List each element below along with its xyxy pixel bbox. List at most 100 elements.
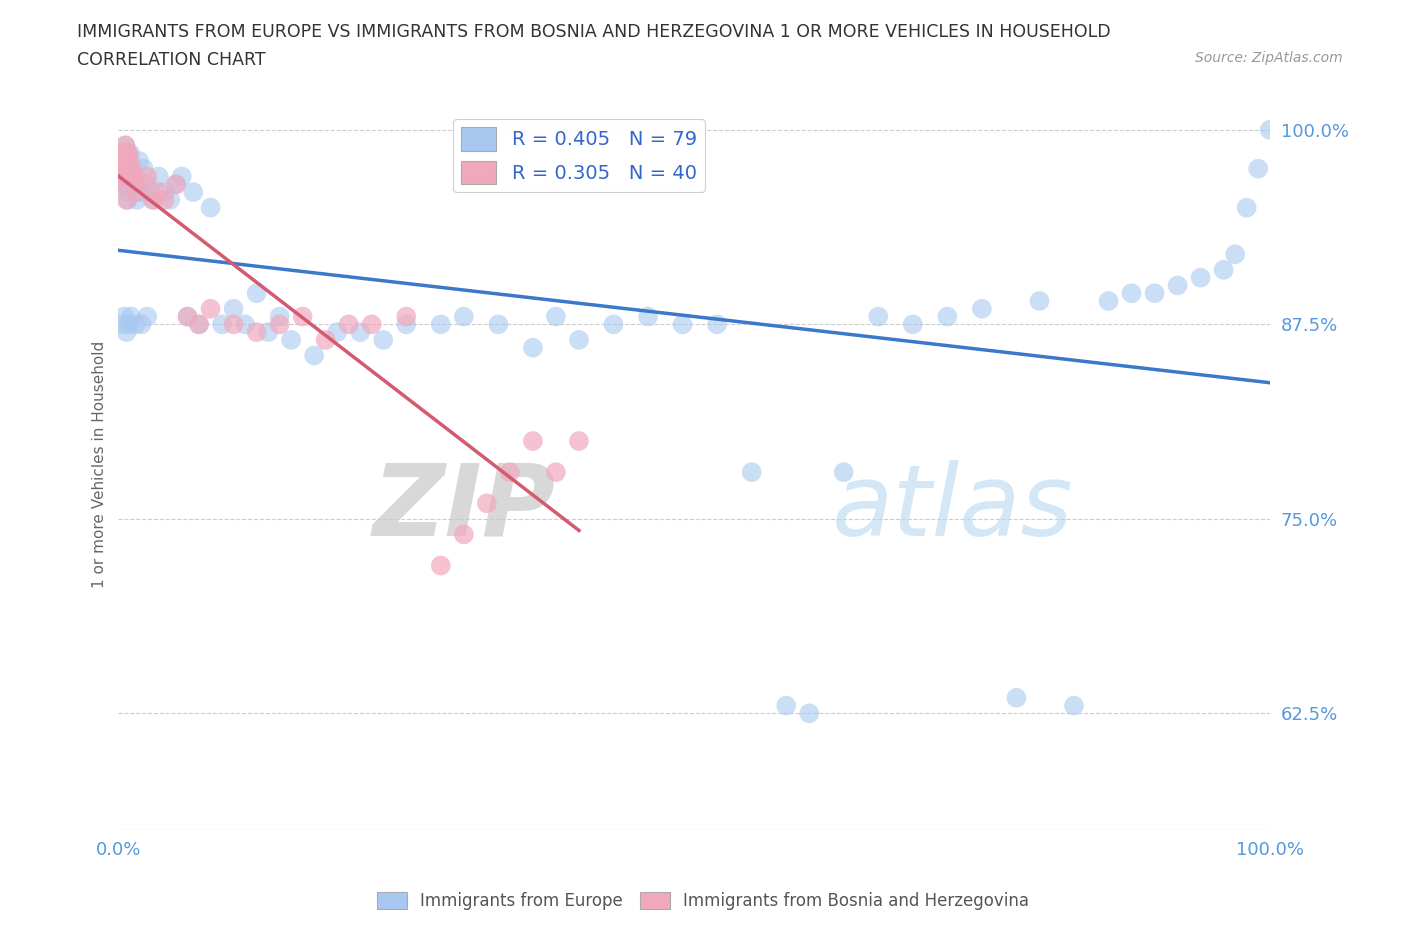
Point: [1189, 271, 1212, 286]
Point: [1143, 286, 1166, 300]
Point: [257, 325, 280, 339]
Point: [118, 169, 141, 184]
Point: [120, 309, 142, 324]
Point: [1005, 690, 1028, 705]
Point: [233, 317, 256, 332]
Point: [136, 309, 159, 324]
Point: [475, 496, 498, 511]
Point: [132, 161, 155, 176]
Point: [799, 706, 821, 721]
Point: [395, 309, 418, 324]
Point: [868, 309, 890, 324]
Point: [111, 161, 134, 176]
Text: CORRELATION CHART: CORRELATION CHART: [77, 51, 266, 69]
Point: [544, 465, 567, 480]
Point: [125, 193, 148, 207]
Point: [302, 348, 325, 363]
Point: [142, 193, 165, 207]
Point: [1258, 123, 1281, 138]
Point: [602, 317, 624, 332]
Point: [326, 325, 349, 339]
Point: [112, 309, 135, 324]
Point: [337, 317, 360, 332]
Point: [741, 465, 763, 480]
Point: [176, 309, 198, 324]
Point: [131, 317, 153, 332]
Point: [153, 193, 176, 207]
Point: [453, 527, 475, 542]
Point: [111, 169, 134, 184]
Point: [269, 309, 291, 324]
Text: IMMIGRANTS FROM EUROPE VS IMMIGRANTS FROM BOSNIA AND HERZEGOVINA 1 OR MORE VEHIC: IMMIGRANTS FROM EUROPE VS IMMIGRANTS FRO…: [77, 23, 1111, 41]
Point: [111, 161, 134, 176]
Point: [125, 317, 148, 332]
Point: [200, 301, 222, 316]
Point: [111, 317, 134, 332]
Point: [568, 332, 591, 347]
Point: [153, 185, 176, 200]
Point: [131, 185, 153, 200]
Point: [775, 698, 797, 713]
Text: atlas: atlas: [832, 459, 1074, 557]
Point: [118, 317, 141, 332]
Point: [1223, 246, 1246, 261]
Point: [136, 177, 159, 192]
Point: [280, 332, 302, 347]
Point: [118, 146, 141, 161]
Point: [1236, 200, 1258, 215]
Point: [373, 332, 395, 347]
Point: [222, 301, 245, 316]
Y-axis label: 1 or more Vehicles in Household: 1 or more Vehicles in Household: [93, 340, 107, 588]
Point: [1097, 294, 1119, 309]
Point: [112, 177, 135, 192]
Point: [121, 169, 143, 184]
Point: [832, 465, 855, 480]
Point: [200, 200, 222, 215]
Point: [901, 317, 924, 332]
Point: [148, 169, 170, 184]
Point: [188, 317, 211, 332]
Point: [291, 309, 314, 324]
Point: [108, 153, 131, 168]
Point: [486, 317, 509, 332]
Point: [522, 433, 544, 448]
Point: [131, 177, 153, 192]
Point: [188, 317, 211, 332]
Point: [110, 153, 132, 168]
Point: [349, 325, 371, 339]
Point: [142, 193, 165, 207]
Point: [139, 185, 162, 200]
Point: [1247, 161, 1270, 176]
Point: [395, 317, 418, 332]
Point: [170, 169, 193, 184]
Point: [128, 153, 150, 168]
Point: [125, 185, 148, 200]
Point: [165, 177, 187, 192]
Point: [1028, 294, 1050, 309]
Point: [245, 286, 267, 300]
Point: [430, 558, 453, 573]
Point: [112, 146, 135, 161]
Point: [936, 309, 959, 324]
Point: [1167, 278, 1189, 293]
Point: [360, 317, 382, 332]
Point: [637, 309, 659, 324]
Point: [114, 138, 136, 153]
Point: [181, 185, 204, 200]
Point: [118, 161, 141, 176]
Point: [165, 177, 187, 192]
Point: [115, 193, 138, 207]
Point: [148, 185, 170, 200]
Point: [112, 161, 135, 176]
Point: [1121, 286, 1143, 300]
Point: [136, 169, 159, 184]
Point: [118, 153, 141, 168]
Point: [110, 161, 132, 176]
Point: [176, 309, 198, 324]
Point: [117, 193, 139, 207]
Point: [124, 169, 146, 184]
Point: [117, 146, 139, 161]
Point: [117, 146, 139, 161]
Point: [124, 177, 146, 192]
Point: [430, 317, 453, 332]
